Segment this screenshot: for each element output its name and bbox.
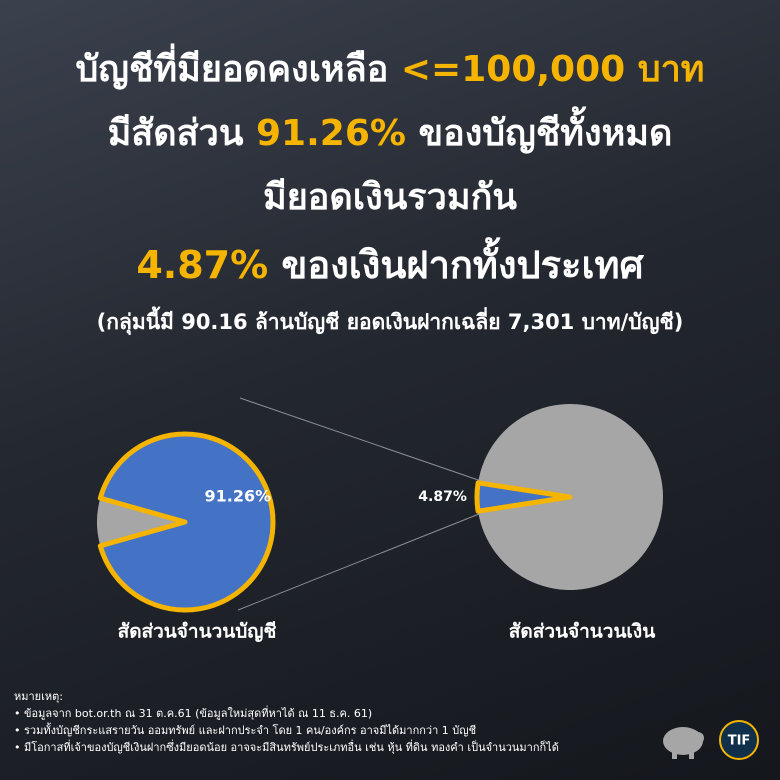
headline-line: มีสัดส่วน 91.26% ของบัญชีทั้งหมด xyxy=(0,104,780,161)
headline-text: ของเงินฝากทั้งประเทศ xyxy=(268,243,644,287)
headline-highlight: 91.26% xyxy=(256,113,406,154)
note-item: รวมทั้งบัญชีกระแสรายวัน ออมทรัพย์ และฝาก… xyxy=(14,722,559,739)
headline-text: ของบัญชีทั้งหมด xyxy=(405,113,673,154)
pie-slice xyxy=(97,431,276,613)
headline-line: บัญชีที่มียอดคงเหลือ <=100,000 บาท xyxy=(0,40,780,97)
headline-text: มียอดเงินรวมกัน xyxy=(262,177,517,218)
value-label: 4.87% xyxy=(418,489,467,505)
headline-line: มียอดเงินรวมกัน xyxy=(0,168,780,225)
connector-line xyxy=(239,397,485,483)
headline-highlight: 4.87% xyxy=(136,243,269,287)
logo xyxy=(719,720,759,760)
chart-title: สัดส่วนจำนวนเงิน xyxy=(509,621,655,643)
notes: หมายเหตุ: ข้อมูลจาก bot.or.th ณ 31 ต.ค.6… xyxy=(14,688,559,756)
notes-title: หมายเหตุ: xyxy=(14,690,63,703)
connector-line xyxy=(237,511,485,611)
headline-highlight: <=100,000 บาท xyxy=(400,49,705,90)
chart-title: สัดส่วนจำนวนบัญชี xyxy=(118,621,277,643)
logo-text: TIF xyxy=(728,734,751,749)
headline-text: บัญชีที่มียอดคงเหลือ xyxy=(75,49,401,90)
piggy-icon xyxy=(663,727,704,759)
headline-text: (กลุ่มนี้มี 90.16 ล้านบัญชี ยอดเงินฝากเฉ… xyxy=(96,310,684,334)
pie-slice xyxy=(97,498,185,546)
note-item: ข้อมูลจาก bot.or.th ณ 31 ต.ค.61 (ข้อมูลใ… xyxy=(14,705,559,722)
pie-slice xyxy=(474,480,573,514)
headline-line: 4.87% ของเงินฝากทั้งประเทศ xyxy=(0,234,780,295)
headline-line: (กลุ่มนี้มี 90.16 ล้านบัญชี ยอดเงินฝากเฉ… xyxy=(0,306,780,339)
headline-text: มีสัดส่วน xyxy=(107,113,256,154)
value-label: 91.26% xyxy=(204,487,271,506)
note-item: มีโอกาสที่เจ้าของบัญชีเงินฝากซึ่งมียอดน้… xyxy=(14,739,559,756)
